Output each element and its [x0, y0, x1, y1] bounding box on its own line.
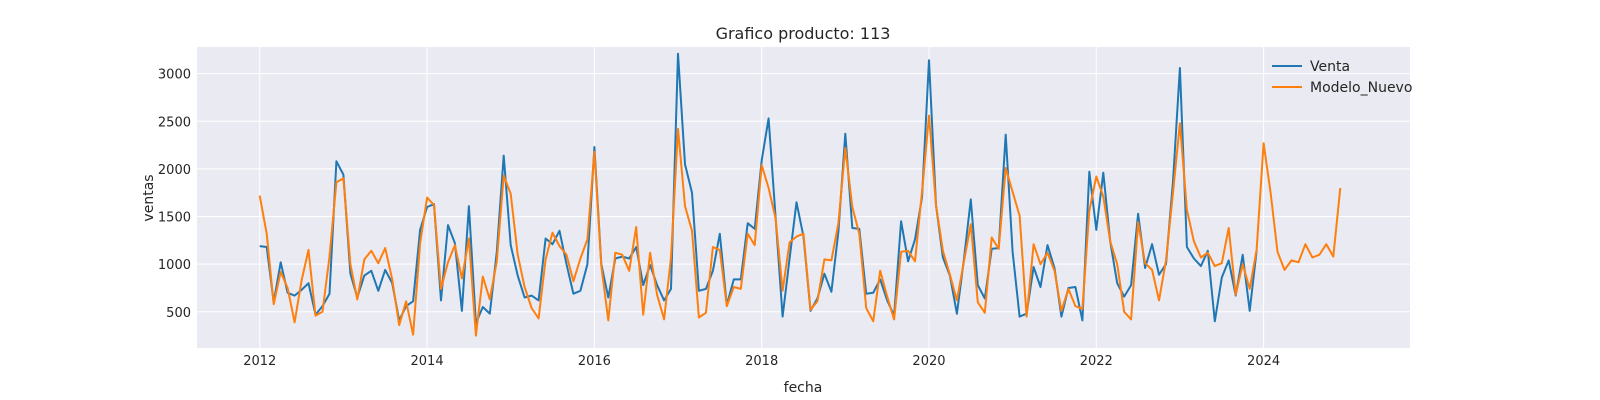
y-tick-label: 2000 — [158, 163, 191, 178]
series-layer — [258, 52, 1342, 337]
y-axis-label: ventas — [141, 174, 157, 221]
chart-title: Grafico producto: 113 — [716, 24, 891, 43]
x-tick-label: 2014 — [411, 354, 444, 369]
x-tick-label: 2024 — [1247, 354, 1280, 369]
legend: Venta Modelo_Nuevo — [1272, 59, 1412, 96]
legend-label-venta: Venta — [1310, 59, 1350, 75]
x-tick-label: 2012 — [243, 354, 276, 369]
y-tick-label: 3000 — [158, 68, 191, 83]
y-tick-label: 1000 — [158, 258, 191, 273]
plot-area — [197, 47, 1410, 348]
y-tick-label: 2500 — [158, 115, 191, 130]
y-tick-label: 1500 — [158, 211, 191, 226]
series-line-modelo-nuevo — [258, 114, 1342, 337]
y-tick-labels: 500 1000 1500 2000 2500 3000 — [158, 68, 191, 321]
x-tick-label: 2020 — [912, 354, 945, 369]
x-tick-label: 2016 — [578, 354, 611, 369]
x-tick-label: 2022 — [1080, 354, 1113, 369]
x-axis-label: fecha — [784, 380, 823, 396]
legend-label-modelo-nuevo: Modelo_Nuevo — [1310, 80, 1412, 96]
gridlines — [197, 47, 1410, 348]
x-tick-label: 2018 — [745, 354, 778, 369]
y-tick-label: 500 — [166, 306, 191, 321]
x-tick-labels: 2012 2014 2016 2018 2020 2022 2024 — [243, 354, 1280, 369]
